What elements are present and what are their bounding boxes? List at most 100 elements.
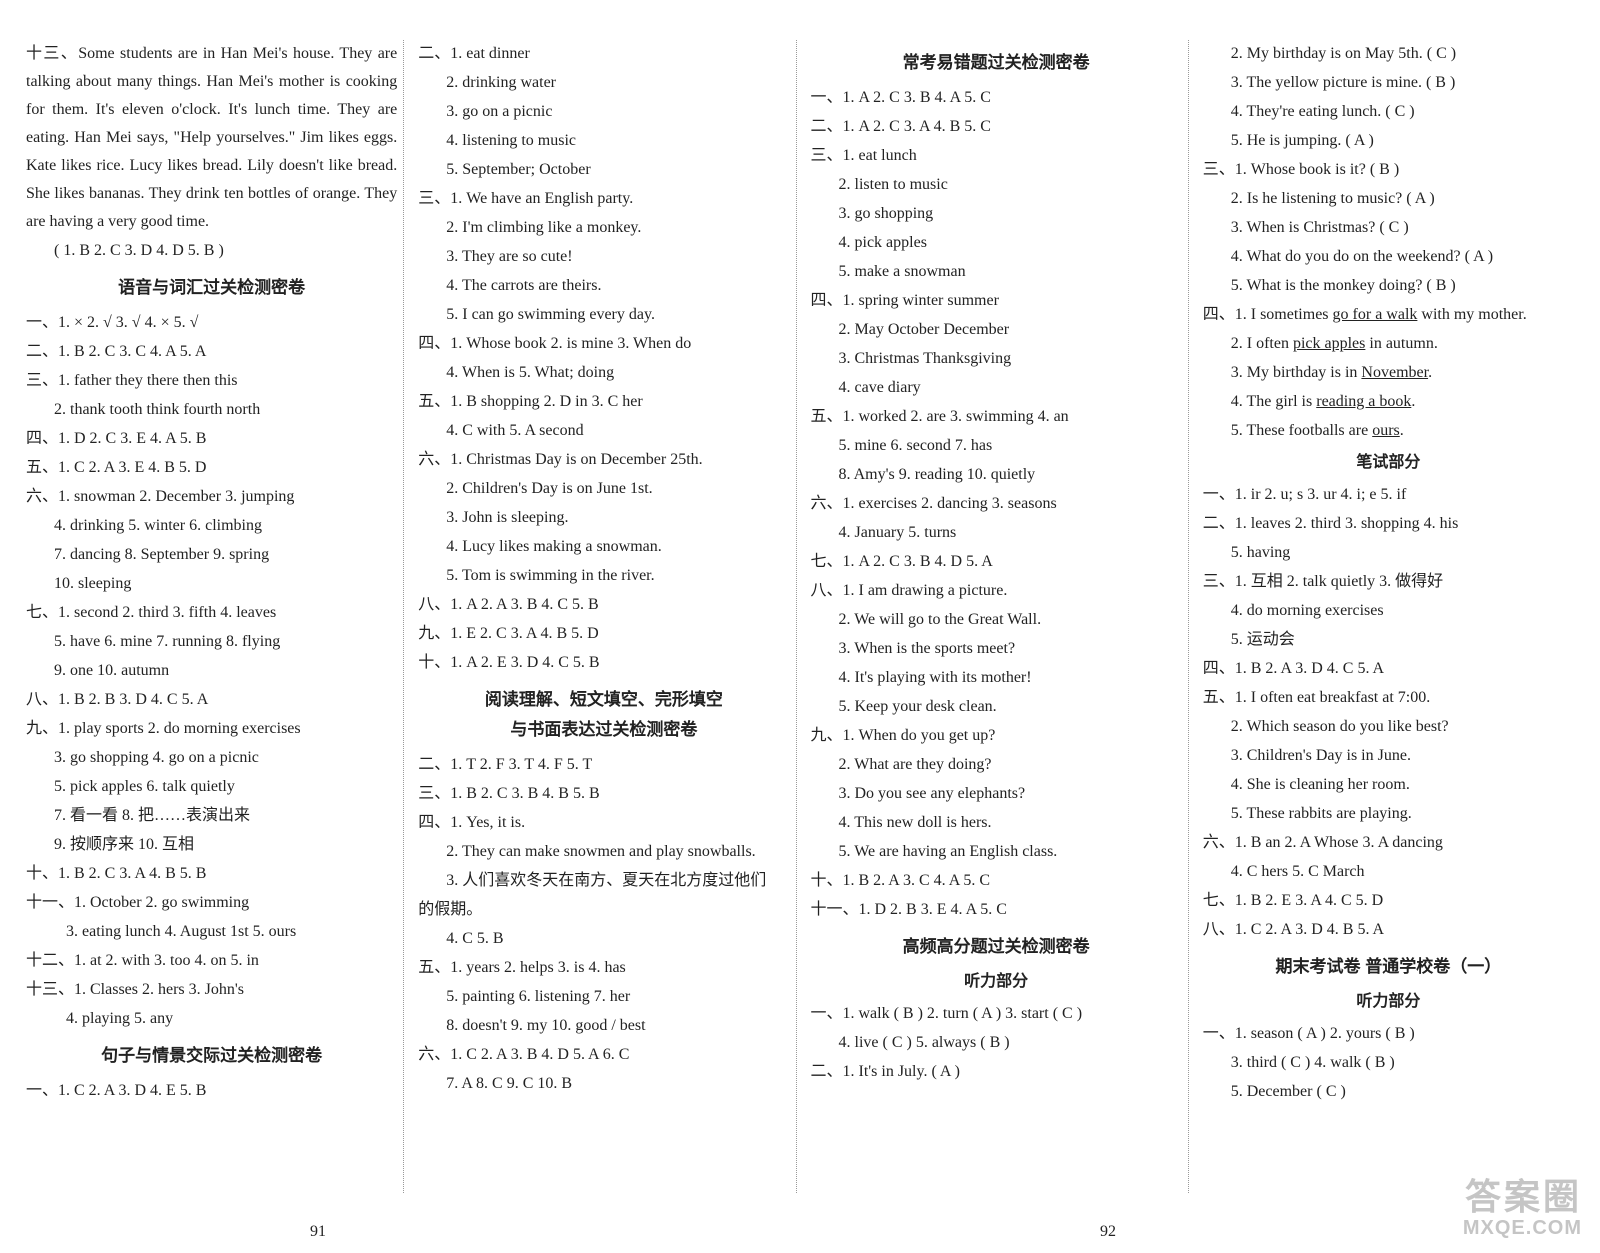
c1-q9-4: 7. 看一看 8. 把……表演出来 (26, 802, 397, 830)
t2: with my mother. (1417, 306, 1526, 323)
t: 3. My birthday is in (1231, 364, 1362, 381)
t2: in autumn. (1365, 335, 1437, 352)
c3-q5-1: 五、1. worked 2. are 3. swimming 4. an (811, 403, 1182, 431)
para-answers: ( 1. B 2. C 3. D 4. D 5. B ) (26, 237, 397, 265)
c3-q8-5: 5. Keep your desk clean. (811, 693, 1182, 721)
c3-q9-3: 3. Do you see any elephants? (811, 780, 1182, 808)
c1-q7-3: 9. one 10. autumn (26, 657, 397, 685)
c2-q4-2: 4. When is 5. What; doing (418, 359, 789, 387)
c3-title-2: 高频高分题过关检测密卷 (811, 932, 1182, 962)
c4-q4-4: 4. The girl is reading a book. (1203, 388, 1574, 416)
c1-q9-2: 3. go shopping 4. go on a picnic (26, 744, 397, 772)
column-1: 十三、Some students are in Han Mei's house.… (20, 40, 404, 1193)
c1-q3-2: 2. thank tooth think fourth north (26, 396, 397, 424)
c4-b5-2: 2. Which season do you like best? (1203, 713, 1574, 741)
c1-q3-1: 三、1. father they there then this (26, 367, 397, 395)
c1-q9-3: 5. pick apples 6. talk quietly (26, 773, 397, 801)
c2-q6-1: 六、1. Christmas Day is on December 25th. (418, 446, 789, 474)
c2-q3-4: 4. The carrots are theirs. (418, 272, 789, 300)
c4-l3: 4. They're eating lunch. ( C ) (1203, 98, 1574, 126)
c4-b5-1: 五、1. I often eat breakfast at 7:00. (1203, 684, 1574, 712)
c4-b2-2: 5. having (1203, 539, 1574, 567)
c1-q13-1: 十三、1. Classes 2. hers 3. John's (26, 976, 397, 1004)
u: reading a book (1316, 393, 1411, 410)
t: 5. These footballs are (1231, 422, 1372, 439)
section-title-1: 语音与词汇过关检测密卷 (26, 273, 397, 303)
c3-q5-2: 5. mine 6. second 7. has (811, 432, 1182, 460)
c2-title-b: 与书面表达过关检测密卷 (418, 715, 789, 745)
c3-h2: 二、1. It's in July. ( A ) (811, 1058, 1182, 1086)
c3-q8-3: 3. When is the sports meet? (811, 635, 1182, 663)
c1-q2: 二、1. B 2. C 3. C 4. A 5. A (26, 338, 397, 366)
c4-l4: 5. He is jumping. ( A ) (1203, 127, 1574, 155)
c2-q6-5: 5. Tom is swimming in the river. (418, 562, 789, 590)
c2-q2-5: 5. September; October (418, 156, 789, 184)
c3-q8-2: 2. We will go to the Great Wall. (811, 606, 1182, 634)
c3-q9-5: 5. We are having an English class. (811, 838, 1182, 866)
c2-q3-3: 3. They are so cute! (418, 243, 789, 271)
c2-r5-3: 8. doesn't 9. my 10. good / best (418, 1012, 789, 1040)
c1-q8: 八、1. B 2. B 3. D 4. C 5. A (26, 686, 397, 714)
c4-q3-5: 5. What is the monkey doing? ( B ) (1203, 272, 1574, 300)
c4-b8: 八、1. C 2. A 3. D 4. B 5. A (1203, 916, 1574, 944)
c1-qa: 一、1. C 2. A 3. D 4. E 5. B (26, 1077, 397, 1105)
page-container: 十三、Some students are in Han Mei's house.… (0, 0, 1600, 1253)
c3-q5-3: 8. Amy's 9. reading 10. quietly (811, 461, 1182, 489)
c1-q10: 十、1. B 2. C 3. A 4. B 5. B (26, 860, 397, 888)
c1-q12: 十二、1. at 2. with 3. too 4. on 5. in (26, 947, 397, 975)
c1-q13-2: 4. playing 5. any (26, 1005, 397, 1033)
c3-q4-4: 4. cave diary (811, 374, 1182, 402)
page-number-right: 92 (1100, 1223, 1116, 1241)
c3-q3-2: 2. listen to music (811, 171, 1182, 199)
c2-q8: 九、1. E 2. C 3. A 4. B 5. D (418, 620, 789, 648)
c4-b5-4: 4. She is cleaning her room. (1203, 771, 1574, 799)
c2-q6-3: 3. John is sleeping. (418, 504, 789, 532)
c2-q5-1: 五、1. B shopping 2. D in 3. C her (418, 388, 789, 416)
watermark-en: MXQE.COM (1463, 1217, 1582, 1239)
c3-q1: 一、1. A 2. C 3. B 4. A 5. C (811, 84, 1182, 112)
c2-q2-4: 4. listening to music (418, 127, 789, 155)
c3-q9-4: 4. This new doll is hers. (811, 809, 1182, 837)
u: ours (1372, 422, 1400, 439)
t2: . (1411, 393, 1415, 410)
c4-q4-1: 四、1. I sometimes go for a walk with my m… (1203, 301, 1574, 329)
c2-q3-2: 2. I'm climbing like a monkey. (418, 214, 789, 242)
t: 四、1. I sometimes (1203, 306, 1333, 323)
c4-b2-1: 二、1. leaves 2. third 3. shopping 4. his (1203, 510, 1574, 538)
c2-r6-1: 六、1. C 2. A 3. B 4. D 5. A 6. C (418, 1041, 789, 1069)
c1-q6-2: 4. drinking 5. winter 6. climbing (26, 512, 397, 540)
c3-q7: 七、1. A 2. C 3. B 4. D 5. A (811, 548, 1182, 576)
c1-q7-2: 5. have 6. mine 7. running 8. flying (26, 628, 397, 656)
c2-r6-2: 7. A 8. C 9. C 10. B (418, 1070, 789, 1098)
c2-q2-1: 二、1. eat dinner (418, 40, 789, 68)
para-prefix: 十三、 (26, 45, 78, 62)
c3-h1-1: 一、1. walk ( B ) 2. turn ( A ) 3. start (… (811, 1000, 1182, 1028)
paragraph: 十三、Some students are in Han Mei's house.… (26, 40, 397, 236)
c4-sub-2: 听力部分 (1203, 988, 1574, 1016)
c2-r4-2: 2. They can make snowmen and play snowba… (418, 838, 789, 866)
c2-title-a: 阅读理解、短文填空、完形填空 (418, 685, 789, 715)
c2-r4-3b: 的假期。 (418, 896, 789, 924)
c3-q4-1: 四、1. spring winter summer (811, 287, 1182, 315)
u: November (1361, 364, 1428, 381)
c4-b3-3: 5. 运动会 (1203, 626, 1574, 654)
c4-e1-3: 5. December ( C ) (1203, 1078, 1574, 1106)
c2-q3-1: 三、1. We have an English party. (418, 185, 789, 213)
c1-q6-4: 10. sleeping (26, 570, 397, 598)
c2-q2-3: 3. go on a picnic (418, 98, 789, 126)
t2: . (1400, 422, 1404, 439)
c1-q11-1: 十一、1. October 2. go swimming (26, 889, 397, 917)
column-4: 2. My birthday is on May 5th. ( C ) 3. T… (1197, 40, 1580, 1193)
c4-b5-3: 3. Children's Day is in June. (1203, 742, 1574, 770)
column-3: 常考易错题过关检测密卷 一、1. A 2. C 3. B 4. A 5. C 二… (805, 40, 1189, 1193)
c4-b6-1: 六、1. B an 2. A Whose 3. A dancing (1203, 829, 1574, 857)
c3-q3-1: 三、1. eat lunch (811, 142, 1182, 170)
para-text: Some students are in Han Mei's house. Th… (26, 45, 397, 230)
c3-q4-2: 2. May October December (811, 316, 1182, 344)
c4-b7: 七、1. B 2. E 3. A 4. C 5. D (1203, 887, 1574, 915)
c2-q4-1: 四、1. Whose book 2. is mine 3. When do (418, 330, 789, 358)
c2-q3-5: 5. I can go swimming every day. (418, 301, 789, 329)
c3-q10: 十、1. B 2. A 3. C 4. A 5. C (811, 867, 1182, 895)
c2-r4-4: 4. C 5. B (418, 925, 789, 953)
c1-q5: 五、1. C 2. A 3. E 4. B 5. D (26, 454, 397, 482)
